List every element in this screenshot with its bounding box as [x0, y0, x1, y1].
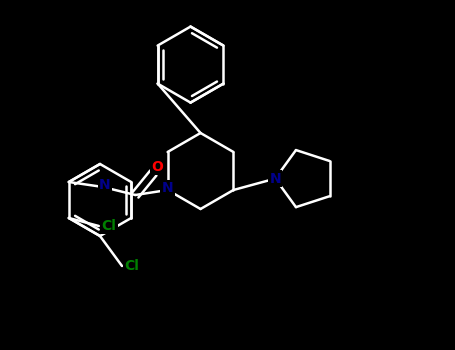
Text: N: N	[269, 172, 281, 186]
Text: Cl: Cl	[101, 219, 116, 233]
Text: N: N	[99, 178, 111, 192]
Text: O: O	[152, 160, 163, 174]
Text: N: N	[162, 181, 173, 195]
Text: Cl: Cl	[125, 259, 139, 273]
